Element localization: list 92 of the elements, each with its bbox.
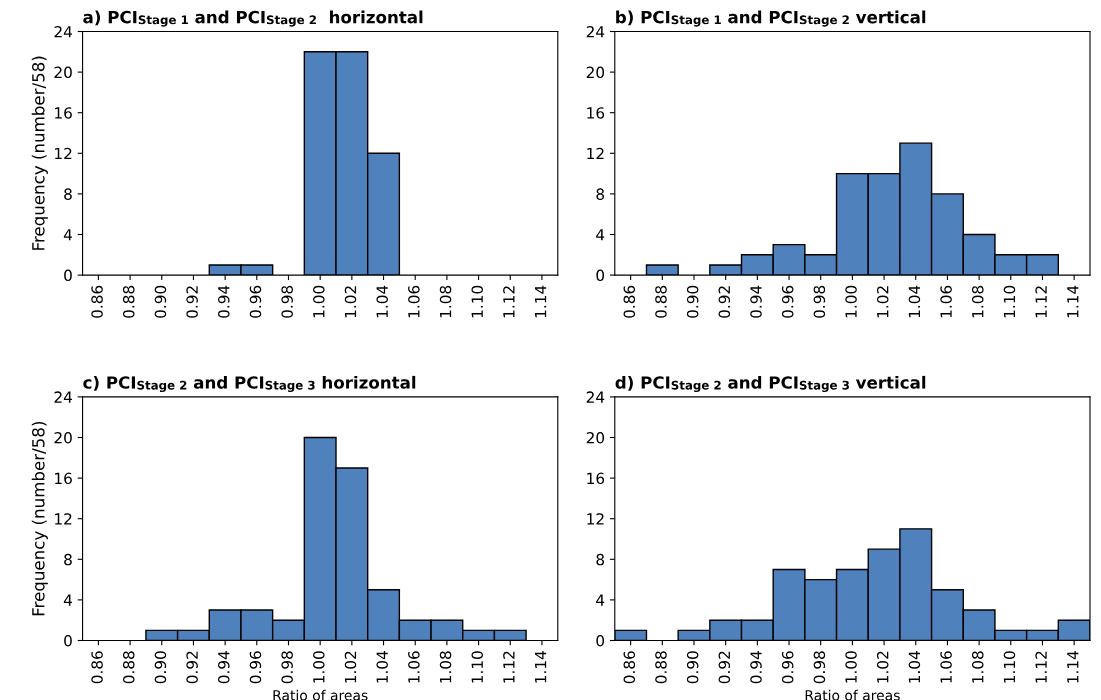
y-tick-label: 4 bbox=[63, 229, 72, 241]
x-tick-label: 1.10 bbox=[1003, 285, 1016, 318]
x-tick-label: 1.12 bbox=[503, 651, 515, 683]
x-tick-label: 0.96 bbox=[249, 285, 262, 318]
x-tick-label: 1.14 bbox=[1067, 285, 1079, 318]
y-tick-label: 8 bbox=[596, 553, 605, 566]
y-tick-label: 24 bbox=[586, 25, 605, 38]
x-tick-label: 0.92 bbox=[186, 286, 198, 318]
x-tick-label: 1.12 bbox=[1035, 286, 1047, 318]
y-tick-label: 12 bbox=[587, 513, 604, 525]
x-tick-label: 1.02 bbox=[344, 651, 357, 683]
y-tick-label: 24 bbox=[54, 25, 72, 38]
y-tick-label: 12 bbox=[55, 513, 72, 525]
y-tick-label: 12 bbox=[55, 147, 72, 160]
y-tick-label: 8 bbox=[596, 188, 605, 200]
x-tick-label: 0.88 bbox=[655, 285, 667, 318]
x-tick-label: 0.94 bbox=[218, 285, 230, 318]
y-tick-label: 0 bbox=[64, 634, 72, 647]
x-tick-label: 0.98 bbox=[813, 651, 826, 684]
x-tick-label: 0.94 bbox=[750, 285, 762, 318]
x-tick-label: 1.10 bbox=[471, 651, 483, 683]
x-tick-label: 1.04 bbox=[376, 285, 388, 318]
x-tick-label: 1.04 bbox=[376, 651, 388, 683]
x-tick-label: 1.02 bbox=[876, 286, 889, 318]
x-tick-label: 0.90 bbox=[154, 285, 167, 318]
y-tick-label: 20 bbox=[586, 66, 605, 79]
x-tick-label: 1.08 bbox=[439, 651, 452, 683]
x-tick-label: 1.12 bbox=[503, 286, 515, 318]
x-tick-label: 0.90 bbox=[686, 285, 699, 318]
y-tick-label: 8 bbox=[64, 188, 72, 200]
x-tick-label: 1.08 bbox=[971, 651, 984, 683]
x-tick-label: 1.04 bbox=[908, 285, 921, 318]
x-tick-label: 0.86 bbox=[91, 285, 103, 318]
x-tick-label: 0.92 bbox=[718, 286, 731, 318]
x-tick-label: 1.06 bbox=[408, 651, 420, 683]
x-tick-label: 0.88 bbox=[655, 651, 667, 684]
y-tick-label: 16 bbox=[55, 107, 72, 119]
y-tick-label: 20 bbox=[586, 431, 605, 444]
x-tick-label: 0.86 bbox=[623, 651, 636, 684]
y-axis-title: Frequency (number/58) bbox=[31, 56, 48, 250]
x-tick-label: 1.10 bbox=[1003, 651, 1016, 683]
y-tick-label: 0 bbox=[596, 269, 605, 282]
x-tick-label: 1.04 bbox=[908, 651, 921, 683]
y-tick-label: 0 bbox=[596, 634, 605, 647]
x-tick-label: 0.98 bbox=[813, 285, 826, 318]
y-tick-label: 16 bbox=[587, 472, 605, 485]
x-tick-label: 1.02 bbox=[876, 651, 889, 683]
x-tick-label: 1.06 bbox=[408, 285, 420, 318]
x-tick-label: 1.08 bbox=[971, 285, 984, 318]
y-tick-label: 12 bbox=[587, 147, 604, 160]
x-tick-label: 0.88 bbox=[122, 651, 135, 684]
x-tick-label: 0.90 bbox=[154, 651, 167, 684]
y-tick-label: 24 bbox=[586, 391, 605, 403]
x-tick-label: 1.02 bbox=[344, 286, 357, 318]
x-tick-label: 0.94 bbox=[750, 651, 762, 684]
x-tick-label: 1.00 bbox=[313, 651, 325, 683]
x-tick-label: 1.10 bbox=[471, 285, 483, 318]
x-tick-label: 0.86 bbox=[91, 651, 103, 684]
x-axis-title: Ratio of areas bbox=[805, 689, 900, 700]
x-tick-label: 0.92 bbox=[186, 651, 198, 684]
x-tick-label: 0.92 bbox=[718, 651, 731, 684]
y-axis-title: Frequency (number/58) bbox=[31, 422, 48, 616]
y-tick-label: 16 bbox=[55, 472, 72, 485]
y-tick-label: 0 bbox=[64, 269, 72, 282]
x-tick-label: 1.14 bbox=[535, 285, 547, 318]
x-tick-label: 1.08 bbox=[439, 285, 452, 318]
x-tick-label: 0.96 bbox=[781, 285, 794, 318]
x-tick-label: 0.94 bbox=[218, 651, 230, 684]
x-tick-label: 0.86 bbox=[623, 285, 636, 318]
y-tick-label: 20 bbox=[54, 66, 72, 79]
y-tick-label: 8 bbox=[64, 553, 72, 566]
x-tick-label: 0.96 bbox=[781, 651, 794, 684]
x-tick-label: 0.98 bbox=[281, 285, 293, 318]
y-tick-label: 4 bbox=[63, 594, 72, 606]
x-tick-label: 1.12 bbox=[1035, 651, 1047, 683]
x-tick-label: 0.98 bbox=[281, 651, 293, 684]
x-tick-label: 1.00 bbox=[313, 285, 325, 318]
x-tick-label: 1.14 bbox=[1067, 651, 1079, 683]
x-tick-label: 1.00 bbox=[845, 285, 857, 318]
y-tick-label: 4 bbox=[596, 594, 605, 606]
x-tick-label: 1.00 bbox=[845, 651, 857, 683]
y-tick-label: 16 bbox=[587, 107, 605, 119]
y-tick-label: 24 bbox=[54, 391, 72, 403]
x-tick-label: 0.90 bbox=[686, 651, 699, 684]
y-tick-label: 20 bbox=[54, 431, 72, 444]
x-tick-label: 1.06 bbox=[940, 651, 952, 683]
x-tick-label: 1.14 bbox=[535, 651, 547, 683]
y-tick-label: 4 bbox=[596, 229, 605, 241]
x-tick-label: 1.06 bbox=[940, 285, 952, 318]
x-tick-label: 0.96 bbox=[249, 651, 262, 684]
x-axis-title: Ratio of areas bbox=[273, 689, 368, 700]
x-tick-label: 0.88 bbox=[122, 285, 135, 318]
